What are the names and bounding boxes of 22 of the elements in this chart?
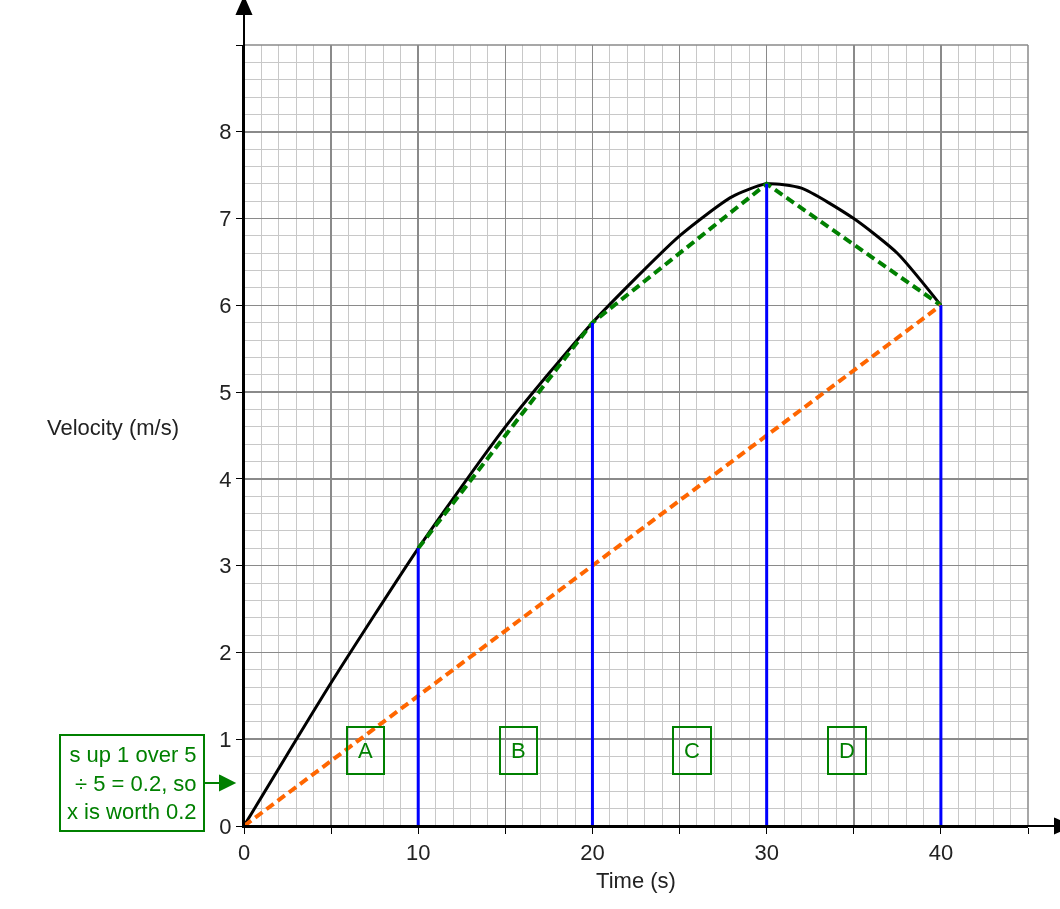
y-tick-label: 3 (219, 553, 232, 579)
x-tick-label: 20 (580, 840, 605, 866)
x-tick-label: 40 (928, 840, 954, 866)
y-tick-label: 6 (219, 293, 232, 319)
x-tick-label: 10 (405, 840, 431, 866)
line-series (416, 181, 943, 551)
x-axis-title: Time (s) (596, 867, 676, 893)
x-tick-label: 0 (237, 840, 251, 866)
y-tick-label: 4 (219, 466, 232, 492)
y-tick-label: 8 (219, 119, 232, 145)
x-tick-label: 30 (754, 840, 779, 866)
y-tick-label: 2 (219, 640, 232, 666)
y-tick-label: 7 (219, 206, 232, 232)
y-axis-title: Velocity (m/s) (47, 415, 180, 440)
annotation: A (358, 738, 373, 763)
y-tick-label: 0 (219, 813, 232, 839)
text: s up 1 over 5 ÷ 5 = 0.2, so x is worth 0.2 (67, 742, 197, 825)
annotation: D (839, 738, 855, 763)
y-tick-label: 1 (219, 726, 232, 752)
annotation: B (511, 738, 526, 763)
annotation: C (684, 738, 700, 763)
y-tick-label: 5 (219, 379, 232, 405)
